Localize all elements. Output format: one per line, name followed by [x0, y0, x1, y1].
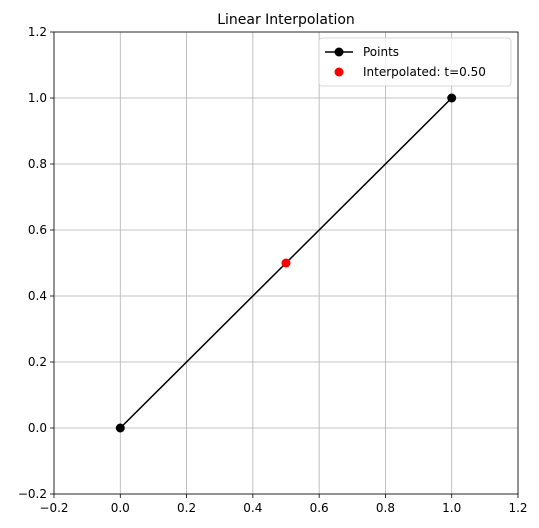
legend-label-interpolated: Interpolated: t=0.50 [363, 65, 486, 79]
y-tick-label: 0.0 [28, 421, 47, 435]
y-tick-label: 0.6 [28, 223, 47, 237]
axis-ticks: −0.2 0.0 0.2 0.4 0.6 0.8 1.0 1.2 −0.2 0.0 0.2 0.4 0.… [18, 25, 528, 515]
plot-series [115, 93, 457, 433]
y-tick-label: 0.4 [28, 289, 47, 303]
x-tick-label: 1.0 [442, 501, 461, 515]
y-tick-label: 0.2 [28, 355, 47, 369]
y-tick-label: 0.8 [28, 157, 47, 171]
interpolated-point-marker [281, 258, 291, 268]
legend-box [318, 37, 512, 87]
y-tick-label: 1.2 [28, 25, 47, 39]
data-point-marker [115, 423, 125, 433]
x-tick-label: 0.6 [310, 501, 329, 515]
legend: Points Interpolated: t=0.50 [318, 37, 512, 87]
y-tick-label: 1.0 [28, 91, 47, 105]
plot-frame [53, 31, 519, 495]
legend-label-points: Points [363, 45, 399, 59]
legend-marker-points [334, 47, 344, 57]
axes-frame [53, 31, 519, 495]
x-tick-label: 0.0 [111, 501, 130, 515]
x-tick-label: 1.2 [508, 501, 527, 515]
x-tick-label: 0.8 [376, 501, 395, 515]
grid [53, 31, 519, 495]
chart-title: Linear Interpolation [217, 12, 355, 28]
x-tick-label: −0.2 [39, 501, 68, 515]
legend-marker-interpolated [334, 67, 344, 77]
data-point-marker [447, 93, 457, 103]
x-tick-label: 0.2 [177, 501, 196, 515]
y-tick-label: −0.2 [18, 487, 47, 501]
x-tick-label: 0.4 [243, 501, 262, 515]
